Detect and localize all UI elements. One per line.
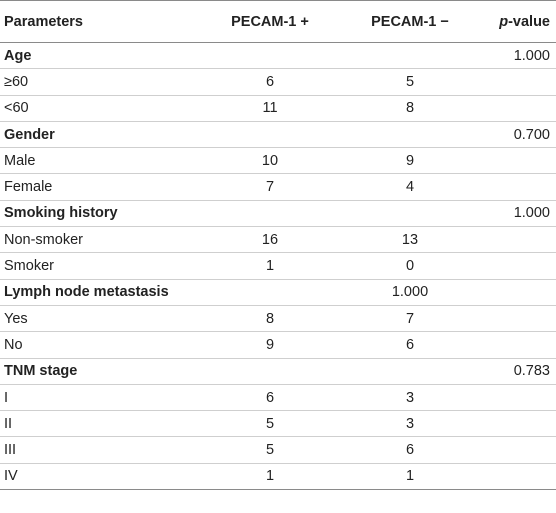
table-row: Non-smoker 16 13	[0, 226, 556, 254]
cell-pecam-negative	[340, 121, 480, 149]
row-label: Smoker	[0, 252, 200, 280]
row-label: IV	[0, 463, 200, 491]
cell-pecam-negative: 5	[340, 68, 480, 96]
table-row: Smoking history 1.000	[0, 200, 556, 228]
table-row: TNM stage 0.783	[0, 358, 556, 385]
cell-p-value	[480, 226, 556, 254]
cell-pecam-negative: 4	[340, 173, 480, 201]
cell-p-value	[480, 252, 556, 280]
cell-pecam-negative: 1	[340, 463, 480, 491]
cell-pecam-negative: 3	[340, 384, 480, 412]
header-p-rest: -value	[508, 13, 550, 30]
table-row: II 5 3	[0, 410, 556, 438]
cell-pecam-positive: 1	[200, 463, 340, 491]
cell-p-value: 1.000	[480, 42, 556, 70]
cell-p-value	[480, 279, 556, 306]
cell-pecam-negative	[340, 358, 480, 385]
cell-pecam-positive: 7	[200, 173, 340, 201]
cell-pecam-positive: 11	[200, 95, 340, 122]
table-row: Female 7 4	[0, 173, 556, 201]
cell-pecam-negative: 7	[340, 305, 480, 333]
cell-pecam-positive: 6	[200, 68, 340, 96]
cell-p-value	[480, 305, 556, 333]
cell-pecam-positive	[200, 200, 340, 228]
cell-pecam-negative: 0	[340, 252, 480, 280]
cell-pecam-negative	[340, 200, 480, 228]
row-label: ≥60	[0, 68, 200, 96]
cell-p-value: 1.000	[480, 200, 556, 228]
cell-pecam-negative: 9	[340, 147, 480, 175]
header-p-value: p-value	[480, 0, 556, 43]
header-pecam-negative: PECAM-1 −	[340, 0, 480, 43]
cell-pecam-positive: 1	[200, 252, 340, 280]
row-label: Yes	[0, 305, 200, 333]
cell-p-value	[480, 331, 556, 359]
cell-pecam-positive: 8	[200, 305, 340, 333]
table-row: IV 1 1	[0, 463, 556, 491]
cell-pecam-positive	[200, 279, 340, 306]
cell-pecam-positive	[200, 42, 340, 70]
cell-p-value	[480, 95, 556, 122]
table-row: <60 11 8	[0, 95, 556, 122]
cell-p-value	[480, 463, 556, 491]
row-label: Age	[0, 42, 200, 70]
cell-pecam-negative: 6	[340, 331, 480, 359]
cell-pecam-negative	[340, 42, 480, 70]
row-label: Gender	[0, 121, 200, 149]
row-label: TNM stage	[0, 358, 200, 385]
row-label: Lymph node metastasis	[0, 279, 200, 306]
cell-pecam-positive: 6	[200, 384, 340, 412]
row-label: Non-smoker	[0, 226, 200, 254]
row-label: III	[0, 436, 200, 464]
table-row: Lymph node metastasis 1.000	[0, 279, 556, 306]
cell-p-value: 0.783	[480, 358, 556, 385]
table-row: Age 1.000	[0, 42, 556, 70]
table-row: Gender 0.700	[0, 121, 556, 149]
table-row: ≥60 6 5	[0, 68, 556, 96]
table-row: No 9 6	[0, 331, 556, 359]
header-p-italic: p	[499, 13, 509, 30]
header-pecam-positive: PECAM-1 +	[200, 0, 340, 43]
row-label: II	[0, 410, 200, 438]
pecam-table: Parameters PECAM-1 + PECAM-1 − p-value A…	[0, 0, 556, 491]
cell-pecam-negative: 8	[340, 95, 480, 122]
table-row: I 6 3	[0, 384, 556, 412]
cell-p-value	[480, 384, 556, 412]
cell-p-value	[480, 173, 556, 201]
cell-pecam-positive	[200, 121, 340, 149]
cell-pecam-negative: 1.000	[340, 279, 480, 306]
cell-p-value	[480, 410, 556, 438]
cell-p-value	[480, 147, 556, 175]
table-header-row: Parameters PECAM-1 + PECAM-1 − p-value	[0, 0, 556, 43]
cell-pecam-positive: 5	[200, 436, 340, 464]
cell-pecam-positive: 9	[200, 331, 340, 359]
table-row: Yes 8 7	[0, 305, 556, 333]
cell-p-value	[480, 436, 556, 464]
cell-p-value	[480, 68, 556, 96]
table-row: III 5 6	[0, 436, 556, 464]
cell-pecam-negative: 6	[340, 436, 480, 464]
header-parameters: Parameters	[0, 0, 200, 43]
row-label: Male	[0, 147, 200, 175]
row-label: I	[0, 384, 200, 412]
table-row: Male 10 9	[0, 147, 556, 175]
cell-pecam-positive	[200, 358, 340, 385]
row-label: Female	[0, 173, 200, 201]
cell-pecam-negative: 13	[340, 226, 480, 254]
table-body: Age 1.000 ≥60 6 5 <60 11 8 Gender	[0, 42, 556, 491]
cell-pecam-positive: 16	[200, 226, 340, 254]
row-label: No	[0, 331, 200, 359]
cell-pecam-positive: 10	[200, 147, 340, 175]
row-label: <60	[0, 95, 200, 122]
cell-pecam-positive: 5	[200, 410, 340, 438]
row-label: Smoking history	[0, 200, 200, 228]
table-row: Smoker 1 0	[0, 252, 556, 280]
cell-pecam-negative: 3	[340, 410, 480, 438]
cell-p-value: 0.700	[480, 121, 556, 149]
